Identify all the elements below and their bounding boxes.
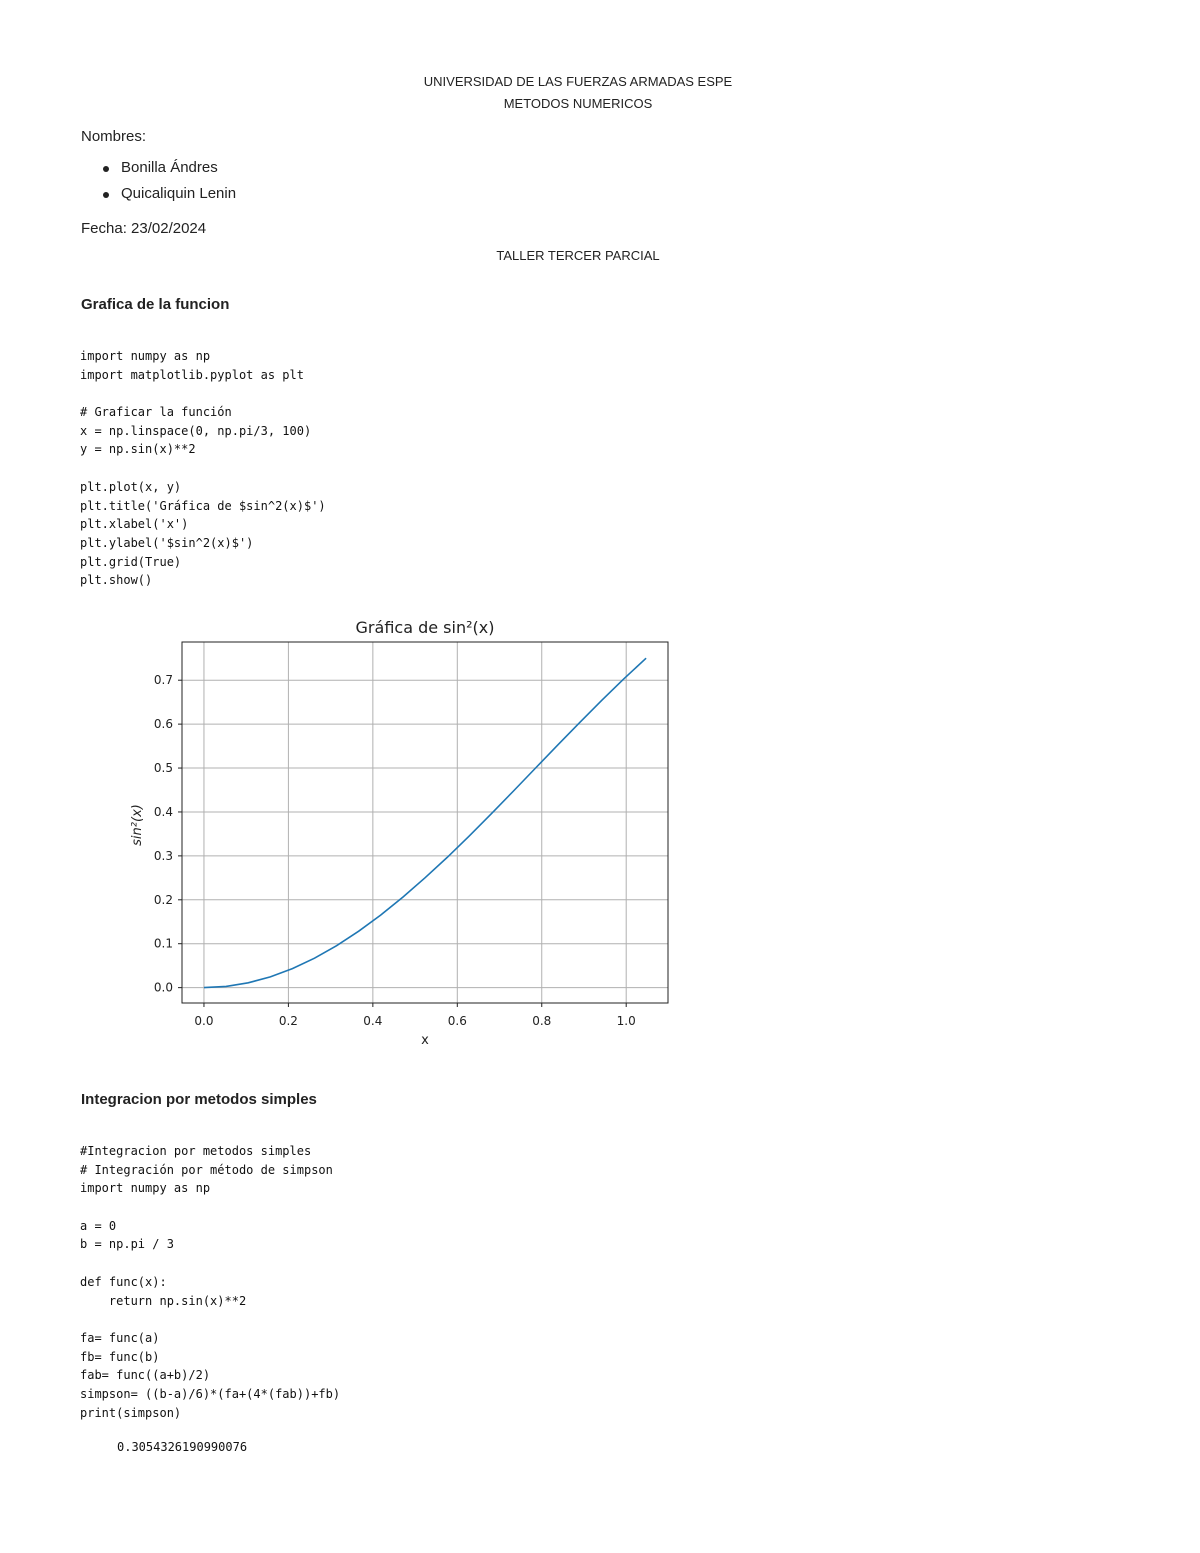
x-axis-label: x: [421, 1033, 429, 1048]
code-line: [80, 1198, 340, 1217]
x-tick-label: 0.6: [448, 1014, 467, 1028]
code-line: fab= func((a+b)/2): [80, 1368, 211, 1383]
plot-frame: [181, 641, 669, 1004]
x-tick-label: 0.8: [532, 1014, 551, 1028]
code-line: import numpy as np: [80, 1181, 211, 1196]
names-label: Nombres:: [81, 128, 147, 145]
course-title: METODOS NUMERICOS: [503, 96, 653, 111]
section-heading: Integracion por metodos simples: [81, 1091, 317, 1108]
y-tick-label: 0.3: [154, 849, 173, 863]
code-line: print(simpson): [80, 1405, 182, 1420]
code-line: plt.xlabel('x'): [80, 517, 189, 532]
x-tick-label: 1.0: [617, 1014, 636, 1028]
code-line: fa= func(a): [80, 1330, 160, 1345]
y-tick-label: 0.0: [154, 981, 173, 995]
line-chart: 0.0 0.2 0.4 0.6 0.8 1.0 0.0 0.1 0.2 0.3 0.4 0.5 0.6 0…: [130, 618, 669, 1048]
list-item: Bonilla Ándres: [81, 155, 236, 181]
date-value: 23/02/2024: [131, 220, 207, 237]
workshop-title: TALLER TERCER PARCIAL: [496, 248, 660, 263]
chart-title: Gráfica de sin²(x): [356, 618, 495, 637]
list-item: Quicaliquin Lenin: [81, 181, 236, 207]
y-tick-label: 0.7: [154, 673, 173, 687]
code-line: y = np.sin(x)**2: [80, 442, 196, 457]
code-line: # Integración por método de simpson: [80, 1162, 333, 1177]
y-tick-label: 0.5: [154, 761, 173, 775]
y-tick-label: 0.1: [154, 937, 173, 951]
x-tick-label: 0.0: [194, 1014, 213, 1028]
code-line: import numpy as np: [80, 349, 211, 363]
y-tick-label: 0.2: [154, 893, 173, 907]
code-block: import numpy as np import matplotlib.pypl…: [80, 347, 326, 590]
y-tick-label: 0.6: [154, 717, 173, 731]
date-line: Fecha: 23/02/2024: [81, 220, 206, 237]
code-line: fb= func(b): [80, 1349, 160, 1364]
code-line: plt.grid(True): [80, 554, 182, 569]
code-line: [80, 1310, 340, 1329]
code-line: x = np.linspace(0, np.pi/3, 100): [80, 423, 312, 438]
code-line: simpson= ((b-a)/6)*(fa+(4*(fab))+fb): [80, 1386, 341, 1401]
code-line: return np.sin(x)**2: [80, 1293, 247, 1308]
code-line: plt.plot(x, y): [80, 479, 182, 494]
code-line: def func(x):: [80, 1274, 167, 1289]
code-line: b = np.pi / 3: [80, 1237, 174, 1252]
code-line: plt.title('Gráfica de $sin^2(x)$'): [80, 498, 326, 513]
section-heading: Grafica de la funcion: [81, 296, 230, 313]
y-tick-label: 0.4: [154, 805, 173, 819]
code-line: [80, 1254, 340, 1273]
code-line: plt.ylabel('$sin^2(x)$'): [80, 535, 254, 550]
university-title: UNIVERSIDAD DE LAS FUERZAS ARMADAS ESPE: [423, 74, 733, 89]
code-line: # Graficar la función: [80, 405, 232, 420]
code-line: #Integracion por metodos simples: [80, 1144, 312, 1158]
code-line: import matplotlib.pyplot as plt: [80, 367, 304, 382]
series-line: [203, 657, 647, 989]
code-output: 0.3054326190990076: [117, 1440, 248, 1454]
x-tick-label: 0.2: [279, 1014, 298, 1028]
code-line: [80, 384, 326, 403]
code-block: #Integracion por metodos simples # Integr…: [80, 1142, 340, 1422]
date-label: Fecha:: [81, 220, 127, 237]
code-line: plt.show(): [80, 573, 153, 588]
code-line: [80, 459, 326, 478]
x-tick-label: 0.4: [363, 1014, 382, 1028]
y-axis-label: sin²(x): [130, 804, 145, 846]
names-list: Bonilla Ándres Quicaliquin Lenin: [81, 155, 236, 207]
code-line: a = 0: [80, 1218, 117, 1233]
